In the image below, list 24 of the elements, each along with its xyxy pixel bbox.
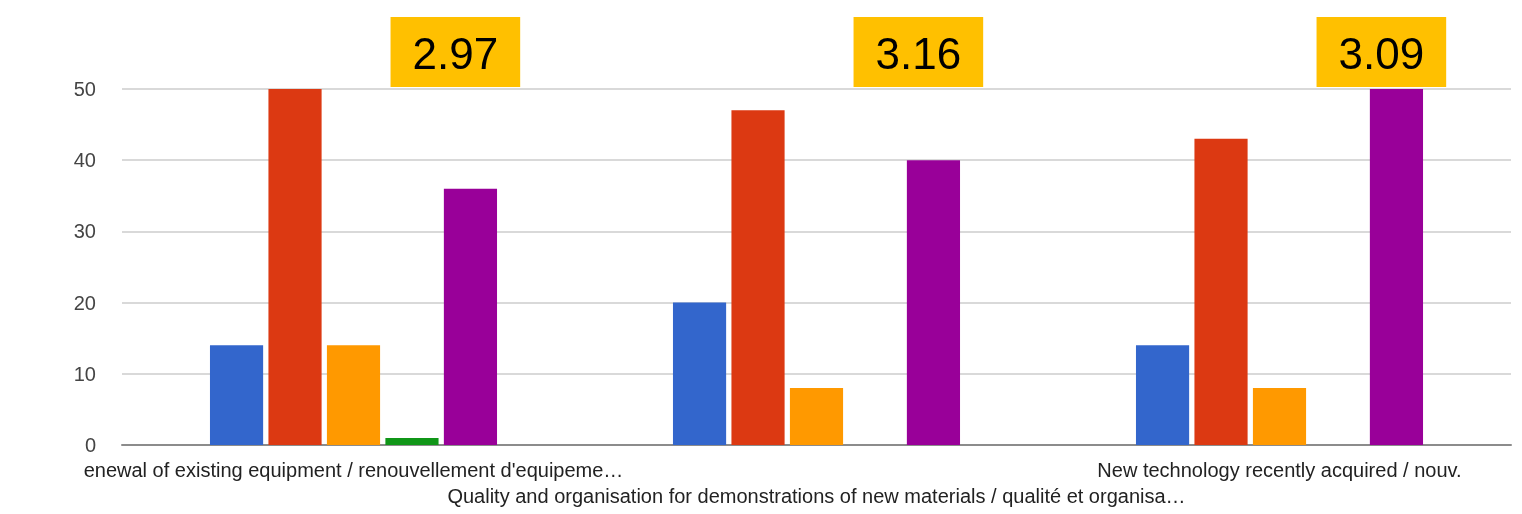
text: 3.09 bbox=[1338, 28, 1425, 78]
x-tick-label: New technology recently acquired / nouv. bbox=[1097, 459, 1462, 481]
bar bbox=[731, 110, 785, 445]
bar bbox=[326, 345, 381, 445]
x-tick-label: Quality and organisation for demonstrations of new materials / qualité et organisa… bbox=[447, 485, 1186, 507]
y-tick-label: 20 bbox=[73, 291, 96, 314]
bar bbox=[209, 345, 264, 445]
x-tick-label: enewal of existing equipment / renouvellement d'equipeme… bbox=[83, 459, 624, 481]
bar bbox=[268, 89, 322, 445]
bar bbox=[385, 437, 439, 445]
y-tick-label: 30 bbox=[73, 220, 96, 243]
bar bbox=[1252, 388, 1307, 445]
bar bbox=[443, 188, 498, 445]
y-tick-label: 50 bbox=[73, 78, 96, 100]
bar bbox=[672, 302, 727, 445]
bar bbox=[906, 160, 961, 445]
text: 2.97 bbox=[412, 28, 499, 78]
text: 3.16 bbox=[875, 28, 962, 78]
y-tick-label: 10 bbox=[73, 362, 96, 385]
y-tick-label: 0 bbox=[84, 434, 96, 456]
bar bbox=[1135, 345, 1190, 445]
bar bbox=[789, 388, 844, 445]
bar bbox=[1194, 138, 1248, 445]
y-tick-label: 40 bbox=[73, 149, 96, 172]
